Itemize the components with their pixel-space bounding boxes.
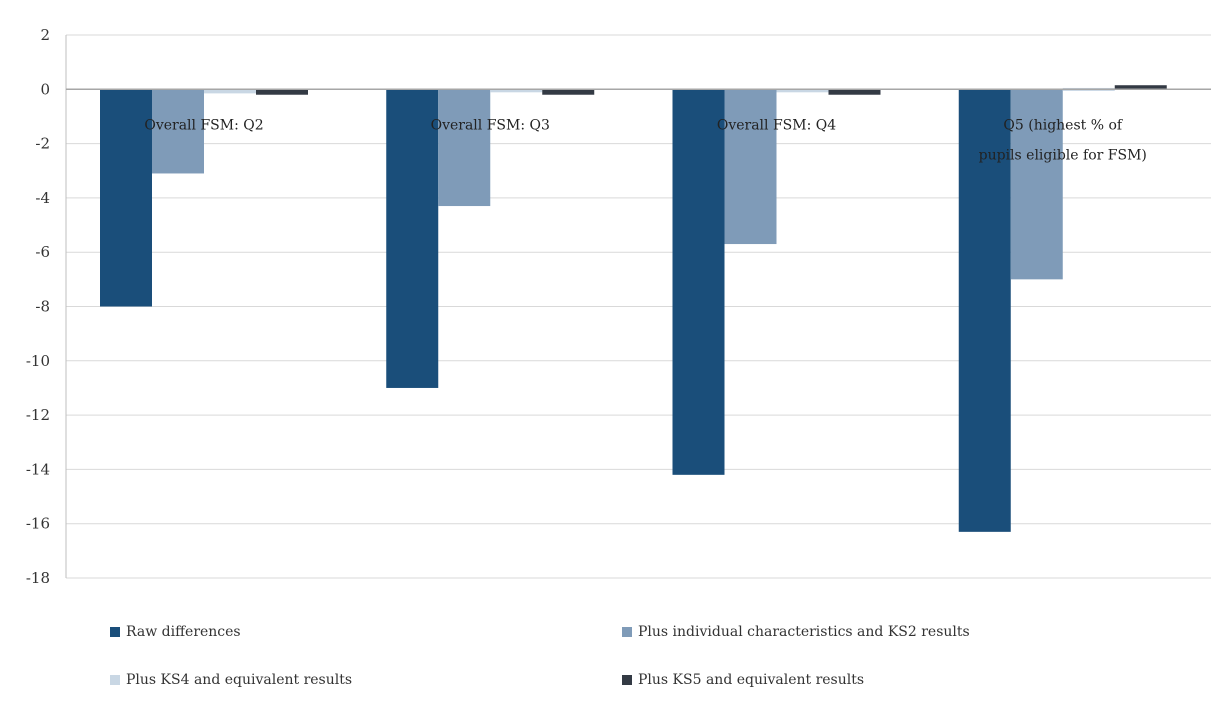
bar-plus-individual-characteristics-and-ks2-results-3	[1010, 89, 1063, 280]
y-tick-label: -10	[26, 352, 50, 370]
y-tick-label: -2	[35, 135, 50, 153]
category-labels: Overall FSM: Q2 Overall FSM: Q3 Overall FS…	[144, 117, 1147, 163]
bar-plus-individual-characteristics-and-ks2-results-2	[724, 89, 777, 245]
y-tick-label: 2	[40, 26, 50, 44]
bar-raw-differences-3	[958, 89, 1011, 532]
bar-plus-ks5-and-equivalent-results-2	[828, 89, 881, 95]
category-label: Overall FSM: Q4	[717, 117, 836, 133]
bar-plus-ks5-and-equivalent-results-1	[542, 89, 595, 95]
bars	[100, 85, 1167, 532]
bar-plus-ks4-and-equivalent-results-0	[204, 89, 256, 94]
y-tick-label: -8	[35, 298, 50, 316]
category-label: Q5 (highest % of pupils eligible for FSM)	[979, 117, 1147, 163]
y-tick-label: -4	[35, 189, 50, 207]
bar-plus-ks4-and-equivalent-results-1	[490, 89, 543, 93]
bar-plus-ks4-and-equivalent-results-2	[776, 89, 829, 93]
bar-raw-differences-0	[100, 89, 152, 307]
y-tick-label: -12	[26, 406, 50, 424]
bar-plus-individual-characteristics-and-ks2-results-0	[152, 89, 204, 174]
y-tick-label: -16	[26, 515, 50, 533]
bar-plus-ks5-and-equivalent-results-0	[256, 89, 308, 95]
y-tick-label: -14	[26, 460, 50, 478]
bar-raw-differences-1	[386, 89, 439, 388]
y-tick-label: -6	[35, 243, 50, 261]
y-tick-label: 0	[40, 80, 50, 98]
y-axis-ticks: 2 0 -2 -4 -6 -8 -10 -12 -14 -16 -18	[26, 26, 50, 587]
y-tick-label: -18	[26, 569, 50, 587]
bar-raw-differences-2	[672, 89, 725, 475]
category-label: Overall FSM: Q3	[431, 117, 550, 133]
category-label: Overall FSM: Q2	[144, 117, 263, 133]
bar-plus-individual-characteristics-and-ks2-results-1	[438, 89, 491, 207]
bar-plus-ks5-and-equivalent-results-3	[1114, 85, 1167, 90]
